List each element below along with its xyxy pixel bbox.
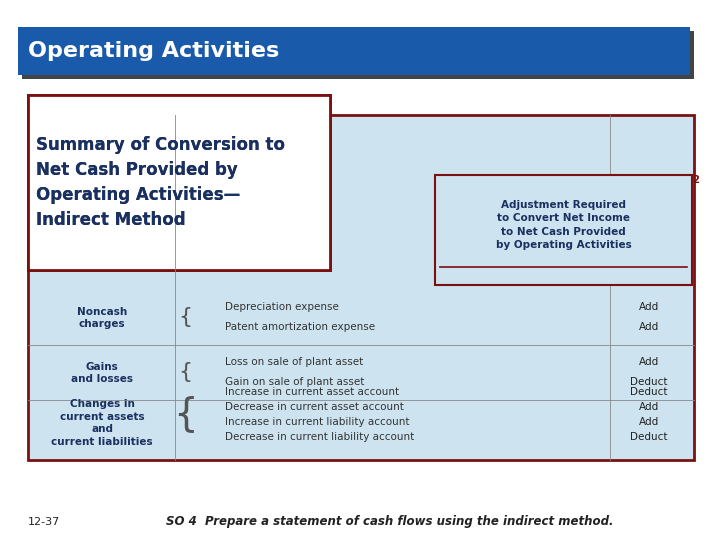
Text: {: { <box>173 395 197 434</box>
Text: Patent amortization expense: Patent amortization expense <box>225 322 375 332</box>
FancyBboxPatch shape <box>435 175 692 285</box>
Text: Add: Add <box>639 402 659 412</box>
Text: 12-37: 12-37 <box>28 517 60 527</box>
Text: Gain on sale of plant asset: Gain on sale of plant asset <box>225 377 364 387</box>
FancyBboxPatch shape <box>28 115 694 460</box>
Text: Increase in current asset account: Increase in current asset account <box>225 387 399 397</box>
Text: Decrease in current asset account: Decrease in current asset account <box>225 402 404 412</box>
Text: Loss on sale of plant asset: Loss on sale of plant asset <box>225 357 364 367</box>
Text: Deduct: Deduct <box>630 387 667 397</box>
Text: Illustration 12-12: Illustration 12-12 <box>598 175 700 185</box>
FancyBboxPatch shape <box>22 31 694 79</box>
Text: Summary of Conversion to
Net Cash Provided by
Operating Activities—
Indirect Met: Summary of Conversion to Net Cash Provid… <box>36 136 285 229</box>
Text: SO 4  Prepare a statement of cash flows using the indirect method.: SO 4 Prepare a statement of cash flows u… <box>166 516 613 529</box>
Text: Add: Add <box>639 357 659 367</box>
Text: Increase in current liability account: Increase in current liability account <box>225 417 410 427</box>
Text: Noncash
charges: Noncash charges <box>77 307 127 329</box>
Bar <box>18 79 702 505</box>
Text: Adjustment Required
to Convert Net Income
to Net Cash Provided
by Operating Acti: Adjustment Required to Convert Net Incom… <box>495 200 631 250</box>
Text: Add: Add <box>639 302 659 312</box>
Text: Changes in
current assets
and
current liabilities: Changes in current assets and current li… <box>51 400 153 447</box>
Text: Add: Add <box>639 322 659 332</box>
Text: {: { <box>178 307 192 327</box>
FancyBboxPatch shape <box>18 27 690 75</box>
Text: {: { <box>178 362 192 382</box>
Text: Decrease in current liability account: Decrease in current liability account <box>225 432 414 442</box>
Text: Gains
and losses: Gains and losses <box>71 362 133 384</box>
Text: Deduct: Deduct <box>630 432 667 442</box>
Text: Summary of Conversion to
Net Cash Provided by
Operating Activities—
Indirect Met: Summary of Conversion to Net Cash Provid… <box>36 136 285 229</box>
Text: Add: Add <box>639 417 659 427</box>
Text: Operating Activities: Operating Activities <box>28 41 279 61</box>
Text: Depreciation expense: Depreciation expense <box>225 302 339 312</box>
FancyBboxPatch shape <box>28 95 330 270</box>
Text: Deduct: Deduct <box>630 377 667 387</box>
